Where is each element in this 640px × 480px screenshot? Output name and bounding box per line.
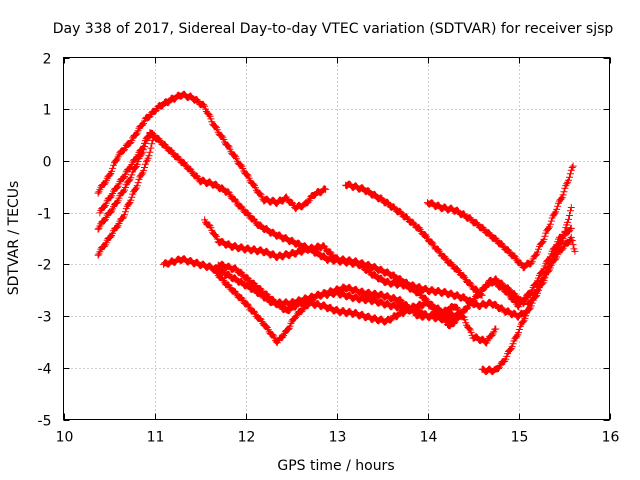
- grid-lines: [63, 57, 610, 420]
- x-tick-label: 15: [511, 430, 529, 446]
- y-tick-label: 2: [43, 52, 52, 68]
- data-point-markers: [94, 131, 158, 259]
- x-tick-label: 10: [56, 430, 74, 446]
- chart-title: Day 338 of 2017, Sidereal Day-to-day VTE…: [53, 21, 614, 37]
- data-point-markers: [210, 266, 500, 347]
- x-tick-label: 13: [329, 430, 347, 446]
- y-tick-label: -1: [38, 207, 52, 223]
- y-axis-label: SDTVAR / TECUs: [6, 181, 22, 296]
- y-tick-label: -4: [38, 362, 52, 378]
- series-track-10: [424, 162, 577, 272]
- data-point-markers: [524, 204, 575, 308]
- series-track-6: [201, 216, 532, 321]
- x-tick-label: 11: [147, 430, 165, 446]
- x-tick-label: 12: [238, 430, 256, 446]
- data-point-markers: [96, 129, 154, 217]
- data-point-markers: [201, 216, 532, 321]
- series-track-1: [94, 90, 330, 213]
- series-track-9: [342, 180, 486, 299]
- x-tick-label: 14: [420, 430, 438, 446]
- x-tick-label: 16: [602, 430, 620, 446]
- plot-area: [94, 90, 579, 376]
- data-point-markers: [424, 162, 577, 272]
- series-track-8: [214, 260, 536, 330]
- x-tick-labels: 10 11 12 13 14 15 16: [56, 430, 620, 446]
- y-tick-label: 0: [43, 155, 52, 171]
- y-tick-labels: -5 -4 -3 -2 -1 0 1 2: [38, 52, 52, 430]
- y-tick-label: -2: [38, 258, 52, 274]
- y-tick-label: 1: [43, 103, 52, 119]
- plot-frame: [63, 57, 610, 420]
- data-point-markers: [94, 90, 330, 213]
- axis-ticks: [63, 57, 611, 421]
- y-tick-label: -5: [38, 414, 52, 430]
- y-tick-label: -3: [38, 310, 52, 326]
- x-axis-label: GPS time / hours: [277, 458, 394, 474]
- series-track-4: [96, 129, 154, 217]
- series-track-7: [210, 266, 500, 347]
- series-track-12: [524, 204, 575, 308]
- data-point-markers: [342, 180, 486, 299]
- series-track-3: [94, 131, 158, 259]
- data-point-markers: [214, 260, 536, 330]
